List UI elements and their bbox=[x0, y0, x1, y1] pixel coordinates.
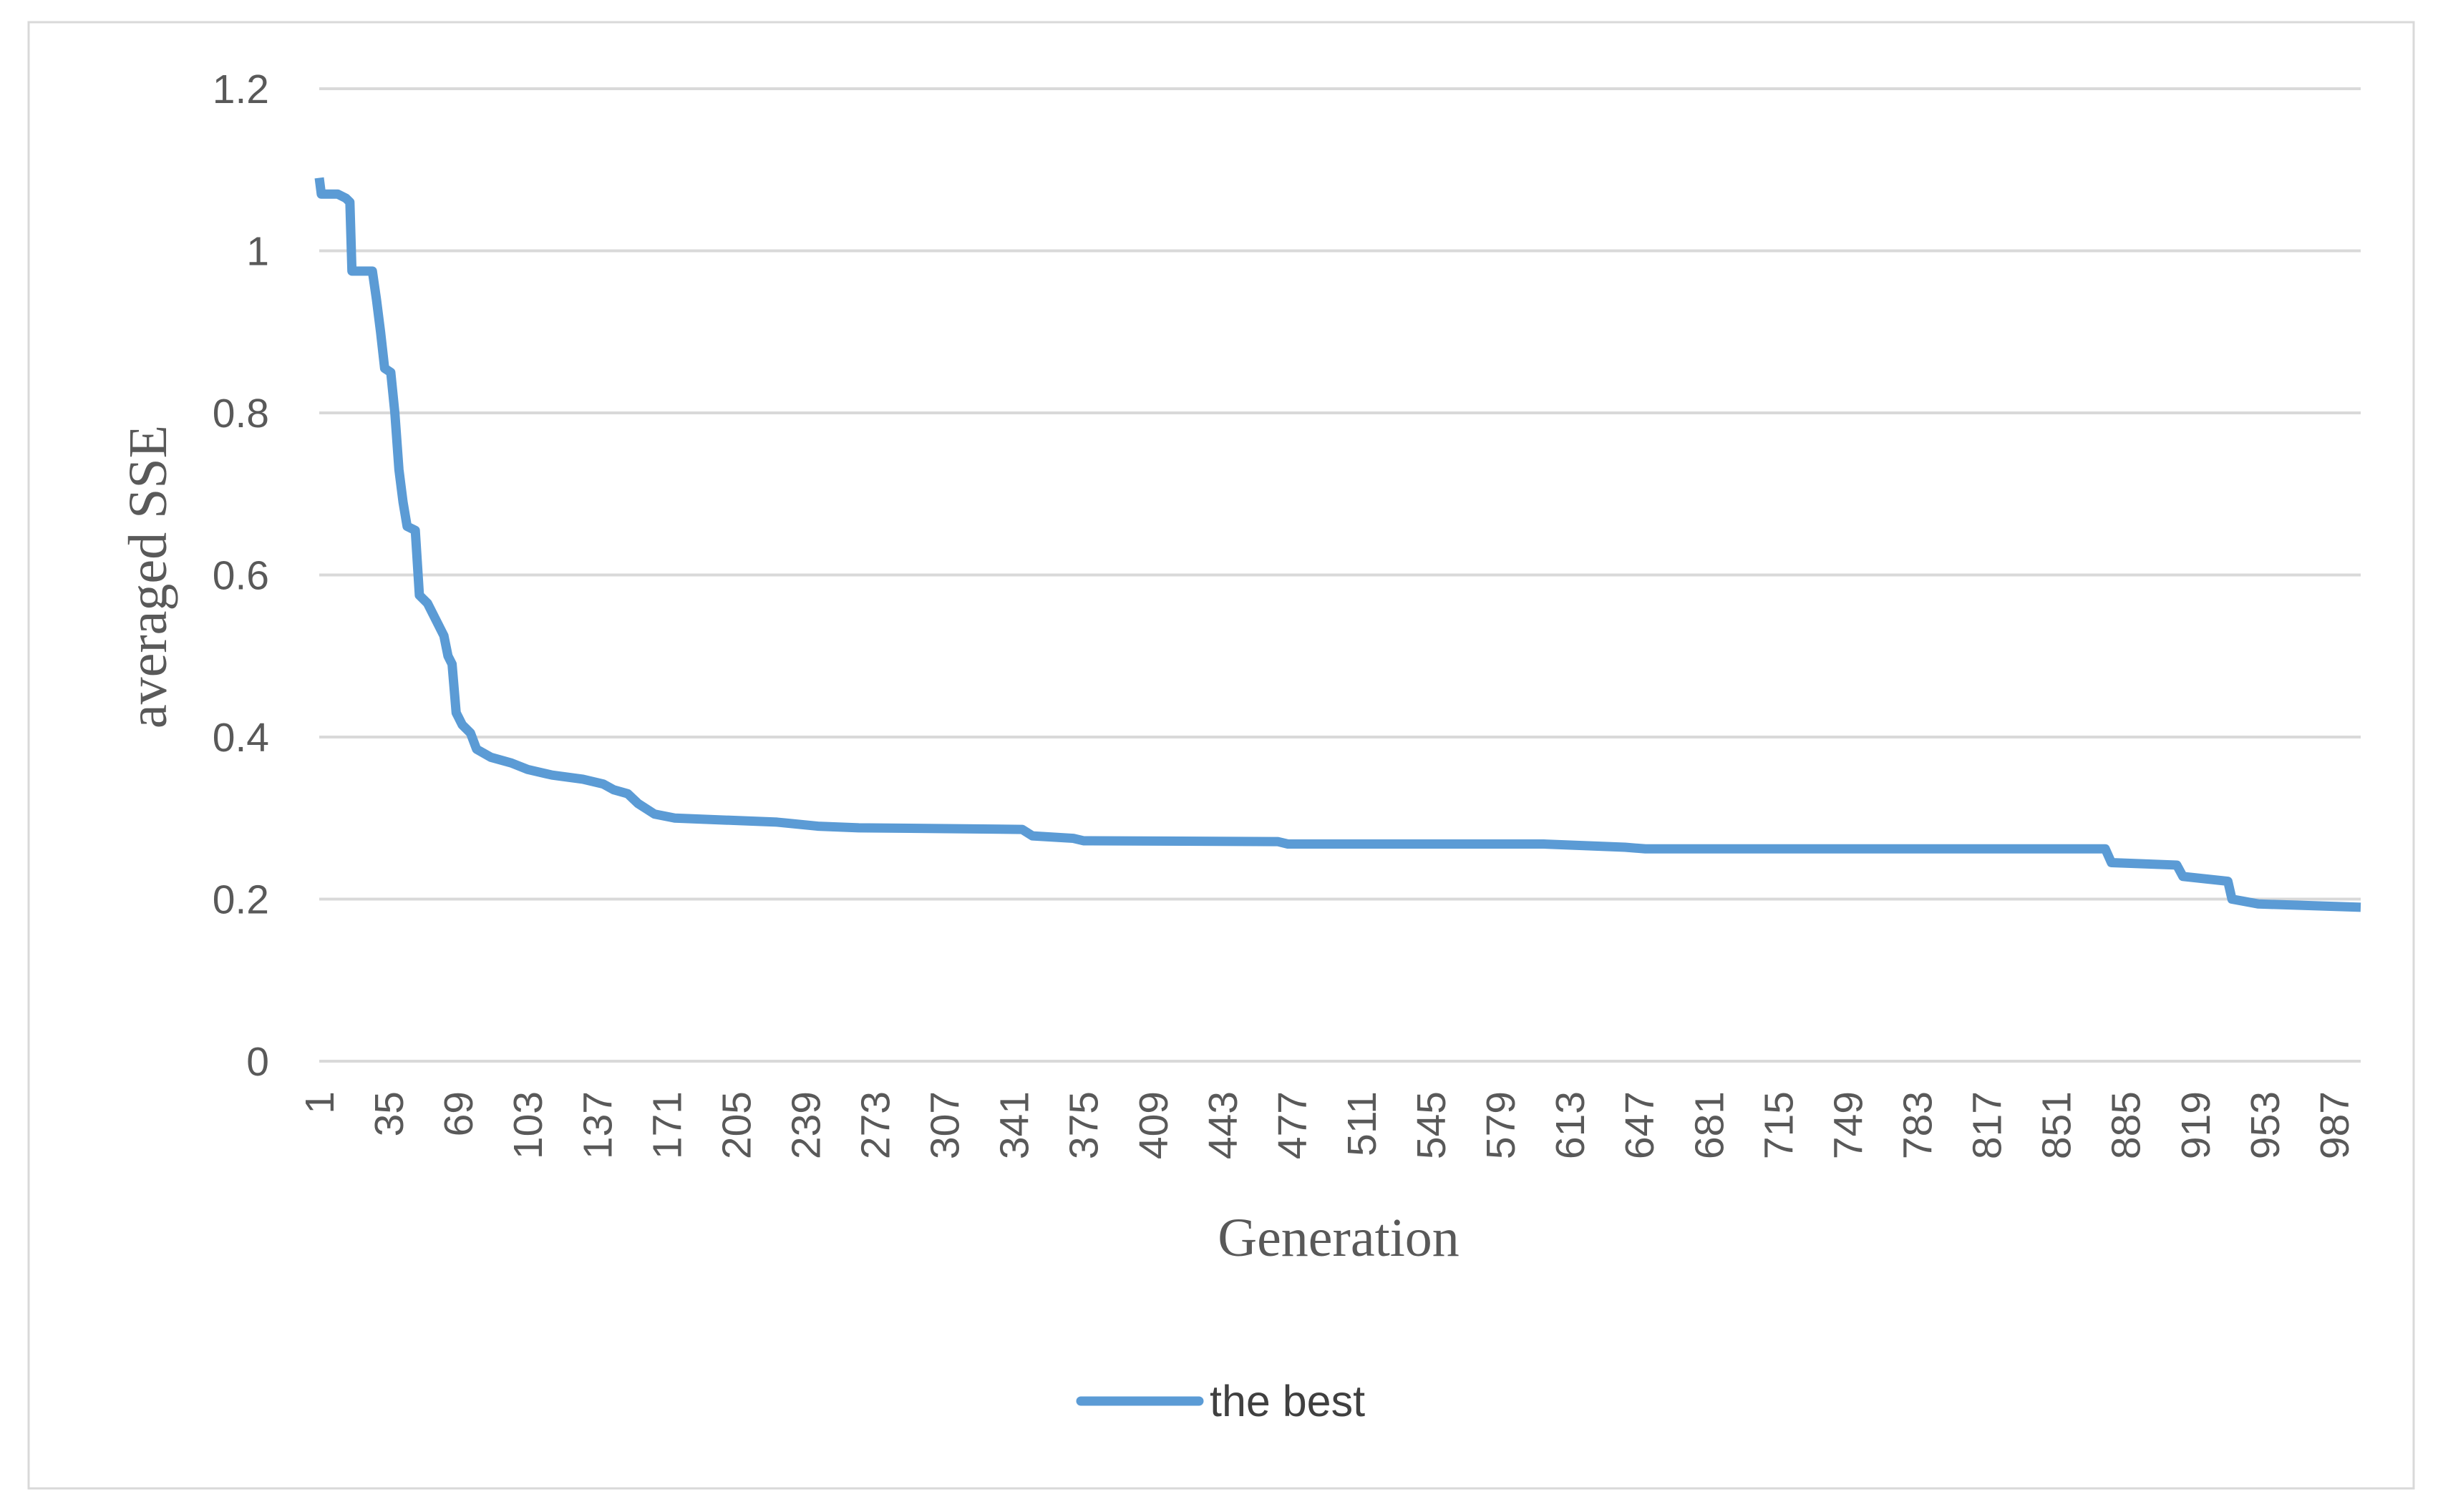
x-tick-label: 477 bbox=[1270, 1091, 1316, 1159]
x-tick-label: 307 bbox=[923, 1091, 968, 1159]
x-tick-label: 647 bbox=[1617, 1091, 1663, 1159]
x-tick-label: 137 bbox=[575, 1091, 621, 1159]
x-tick-label: 273 bbox=[853, 1091, 899, 1159]
x-tick-label: 409 bbox=[1131, 1091, 1177, 1159]
y-tick-label: 0.2 bbox=[213, 877, 269, 923]
y-tick-label: 0.6 bbox=[213, 553, 269, 599]
x-tick-label: 375 bbox=[1062, 1091, 1107, 1159]
x-tick-label: 749 bbox=[1825, 1091, 1871, 1159]
x-tick-label: 103 bbox=[505, 1091, 551, 1159]
x-tick-label: 69 bbox=[436, 1091, 482, 1136]
x-tick-label: 1 bbox=[297, 1091, 343, 1114]
x-tick-label: 987 bbox=[2312, 1091, 2358, 1159]
x-tick-label: 613 bbox=[1548, 1091, 1593, 1159]
x-tick-label: 783 bbox=[1895, 1091, 1941, 1159]
y-tick-label: 1 bbox=[246, 229, 269, 275]
data-line bbox=[314, 177, 2361, 912]
x-tick-label: 851 bbox=[2034, 1091, 2080, 1159]
chart-frame bbox=[27, 21, 2415, 1490]
x-tick-label: 341 bbox=[992, 1091, 1038, 1159]
y-tick-label: 0 bbox=[246, 1039, 269, 1085]
x-tick-label: 715 bbox=[1756, 1091, 1802, 1159]
x-tick-label: 953 bbox=[2243, 1091, 2288, 1159]
x-tick-label: 35 bbox=[366, 1091, 412, 1136]
x-tick-label: 443 bbox=[1200, 1091, 1246, 1159]
y-tick-label: 0.8 bbox=[213, 391, 269, 436]
x-tick-label: 885 bbox=[2104, 1091, 2150, 1159]
x-tick-label: 681 bbox=[1686, 1091, 1732, 1159]
x-tick-label: 171 bbox=[644, 1091, 690, 1159]
legend-label: the best bbox=[1210, 1377, 1365, 1425]
x-tick-label: 817 bbox=[1965, 1091, 2011, 1159]
x-axis-title: Generation bbox=[1218, 1208, 1460, 1268]
x-tick-label: 545 bbox=[1409, 1091, 1454, 1159]
x-tick-label: 239 bbox=[783, 1091, 829, 1159]
x-tick-label: 579 bbox=[1478, 1091, 1524, 1159]
x-tick-label: 511 bbox=[1339, 1091, 1385, 1156]
y-tick-label: 1.2 bbox=[213, 67, 269, 112]
y-tick-label: 0.4 bbox=[213, 715, 269, 761]
y-axis-title: averaged SSE bbox=[118, 425, 178, 728]
x-tick-label: 919 bbox=[2173, 1091, 2219, 1159]
x-tick-label: 205 bbox=[714, 1091, 759, 1159]
